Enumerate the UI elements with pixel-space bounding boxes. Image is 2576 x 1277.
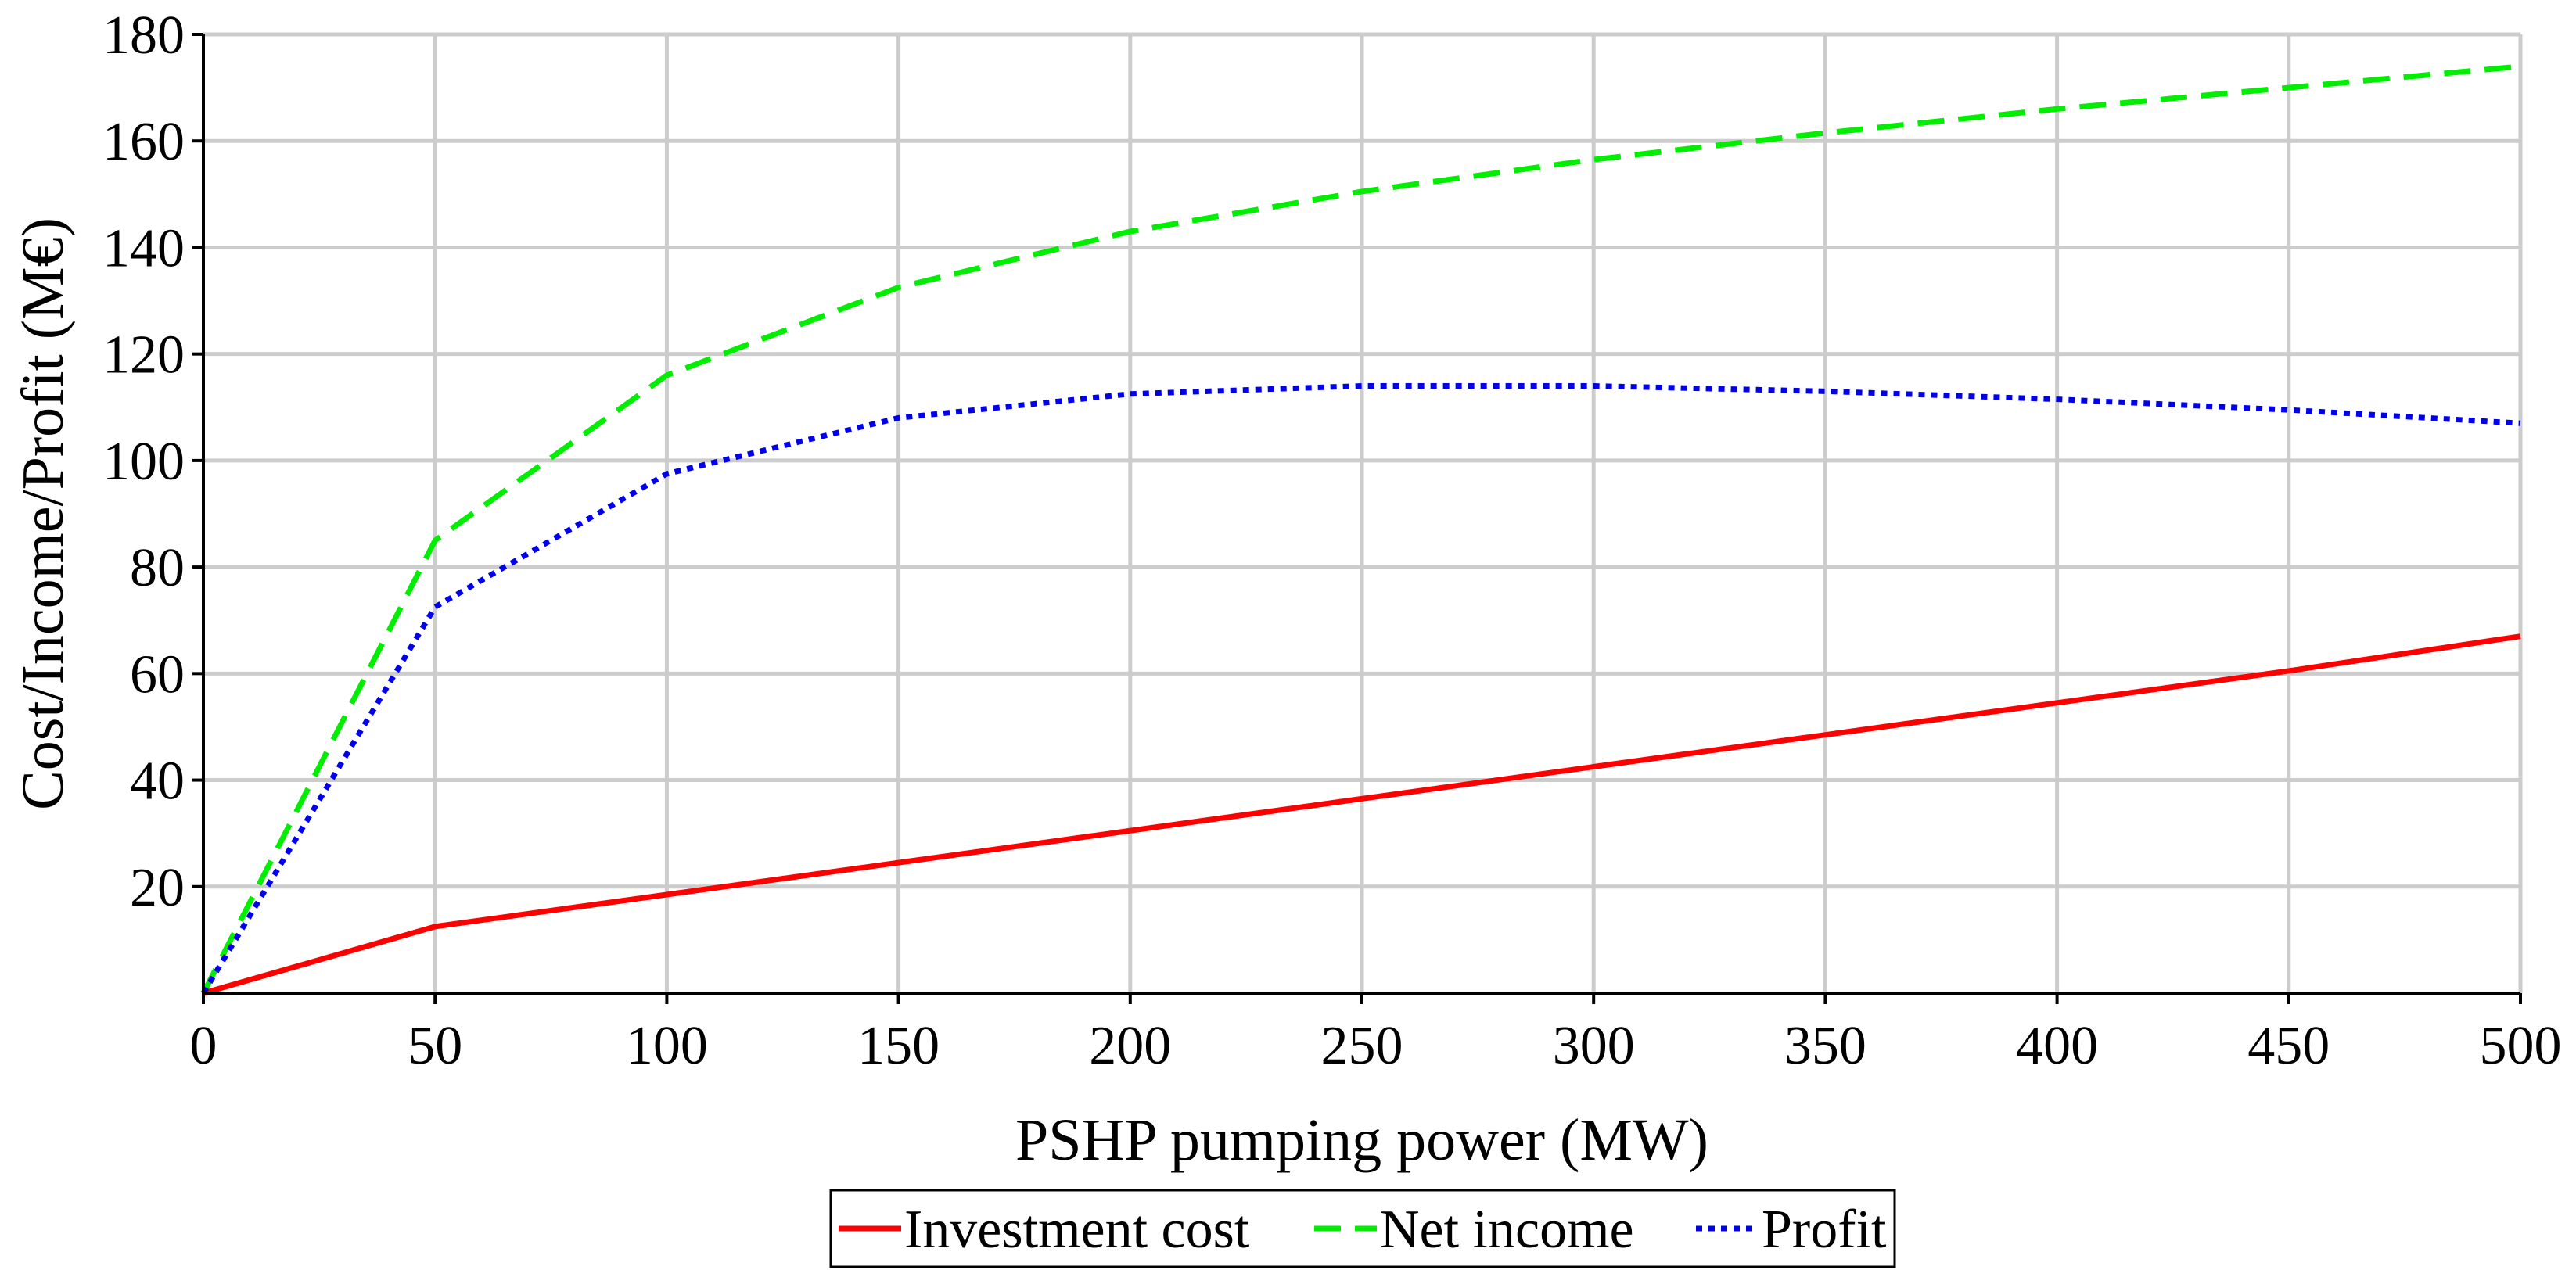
y-tick-label: 40 <box>130 751 185 812</box>
y-axis-title: Cost/Income/Profit (M€) <box>10 217 76 810</box>
legend-label: Net income <box>1380 1200 1634 1260</box>
y-tick-label: 140 <box>102 218 185 278</box>
x-tick-label: 450 <box>2247 1016 2330 1076</box>
x-tick-label: 150 <box>857 1016 940 1076</box>
legend-label: Profit <box>1762 1200 1887 1260</box>
series-layer <box>200 63 2521 996</box>
legend-label: Investment cost <box>904 1200 1250 1260</box>
x-axis-title: PSHP pumping power (MW) <box>1015 1107 1708 1173</box>
series-line-profit <box>200 383 2521 995</box>
y-tick-label: 120 <box>102 325 185 386</box>
y-tick-label: 60 <box>130 644 185 705</box>
legend: Investment cost Net income Profit <box>829 1189 1896 1268</box>
y-tick-label: 180 <box>102 5 185 66</box>
y-tick-label: 20 <box>130 858 185 918</box>
y-tick-label: 160 <box>102 112 185 172</box>
y-tick-label: 100 <box>102 432 185 492</box>
x-tick-label: 500 <box>2480 1016 2562 1076</box>
x-tick-label: 100 <box>626 1016 708 1076</box>
x-tick-label: 200 <box>1089 1016 1171 1076</box>
x-tick-label: 300 <box>1553 1016 1635 1076</box>
x-tick-label: 250 <box>1321 1016 1403 1076</box>
y-tick-label: 80 <box>130 538 185 598</box>
series-line-investment-cost <box>203 633 2521 996</box>
grid <box>203 32 2523 993</box>
series-line-net-income <box>200 63 2521 995</box>
ticks: 0 50 100 150 200 250 300 350 400 450 500 20 40 60 80 10… <box>102 5 2562 1076</box>
x-tick-label: 0 <box>190 1016 217 1076</box>
x-tick-label: 350 <box>1784 1016 1866 1076</box>
x-tick-label: 50 <box>408 1016 462 1076</box>
x-tick-label: 400 <box>2016 1016 2098 1076</box>
